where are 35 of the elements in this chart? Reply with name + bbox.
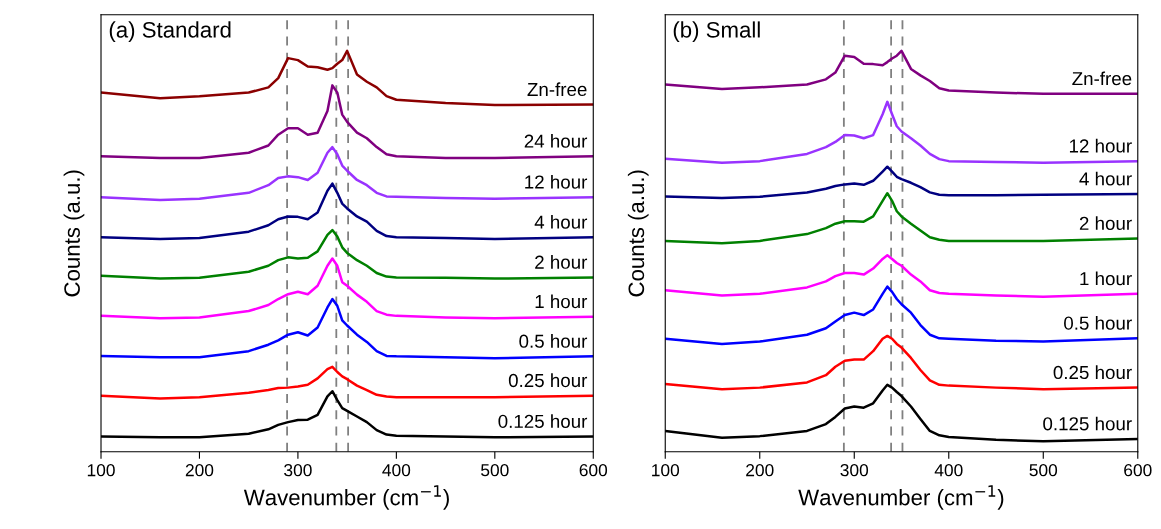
series-label: 0.5 hour: [519, 334, 588, 348]
series-label: 12 hour: [1069, 138, 1132, 153]
x-tick-label: 300: [840, 464, 869, 477]
x-tick-label: 600: [1124, 464, 1152, 477]
series-label: 24 hour: [524, 134, 588, 148]
chart-title: (a) Standard: [109, 21, 231, 43]
series-label: 1 hour: [535, 294, 588, 309]
x-tick-label: 600: [579, 464, 608, 477]
x-tick-label: 500: [1029, 464, 1058, 477]
series-label: 4 hour: [1079, 171, 1132, 186]
x-axis-title: Wavenumber (cm$^{−1}$): [243, 485, 449, 510]
series-label: 0.25 hour: [1053, 365, 1132, 380]
series-label: 0.125 hour: [498, 414, 588, 429]
series-label: 2 hour: [1079, 216, 1132, 230]
series-label: 0.5 hour: [1064, 316, 1132, 330]
x-tick-label: 400: [934, 464, 963, 477]
x-tick-label: 500: [481, 464, 509, 477]
series-label: 12 hour: [525, 174, 588, 189]
series-label: Zn-free: [527, 82, 587, 97]
x-tick-label: 200: [185, 464, 214, 477]
x-tick-label: 100: [652, 464, 680, 477]
x-tick-label: 400: [382, 464, 411, 477]
x-tick-label: 300: [284, 464, 312, 477]
x-tick-label: 100: [87, 464, 115, 477]
y-axis-title: Counts (a.u.): [63, 170, 85, 297]
series-label: 1 hour: [1080, 271, 1132, 286]
chart-title: (b) Small: [673, 21, 760, 43]
series-label: 0.25 hour: [508, 373, 588, 388]
series-label: 2 hour: [535, 255, 588, 269]
y-axis-title: Counts (a.u.): [627, 170, 649, 297]
series-label: 4 hour: [534, 215, 588, 229]
x-axis-title: Wavenumber (cm$^{−1}$): [798, 485, 1004, 510]
x-tick-label: 200: [746, 464, 774, 477]
series-label: 0.125 hour: [1043, 416, 1132, 431]
series-label: Zn-free: [1072, 71, 1132, 86]
